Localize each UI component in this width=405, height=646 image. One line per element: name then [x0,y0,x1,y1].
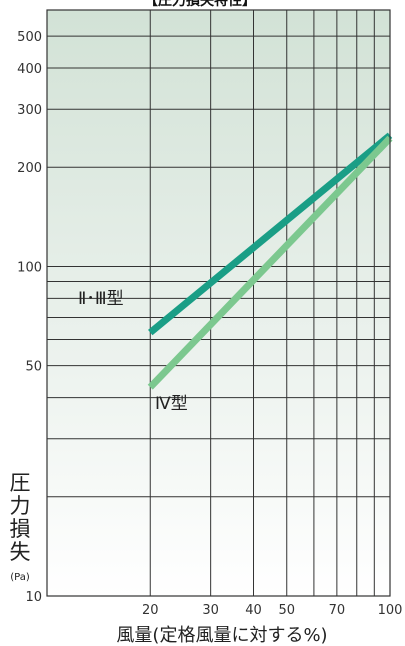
series-label-1: Ⅱ･Ⅲ型 [78,289,124,309]
series-lines [147,132,393,390]
series-line-2 [147,135,393,390]
x-axis-label: 風量(定格風量に対する%) [116,625,327,646]
y-tick-label-50: 50 [25,360,42,375]
chart-title: 【圧力損失特性】 [144,0,256,9]
x-tick-label-50: 50 [278,603,295,618]
y-tick-label-300: 300 [17,103,42,118]
y-axis-label-char-2: 力 [10,494,31,518]
y-tick-label-200: 200 [17,161,42,176]
plot-frame [46,9,391,597]
x-tick-label-70: 70 [329,603,346,618]
x-tick-labels: 20 30 40 50 70 100 [142,603,402,618]
series-label-2: Ⅳ型 [155,394,188,414]
y-tick-label-500: 500 [17,30,42,45]
y-tick-labels: 10 50 100 200 300 400 500 [17,30,42,605]
y-tick-label-10: 10 [25,590,42,605]
y-axis-label-char-4: 失 [10,540,31,564]
y-axis-label-char-3: 損 [10,517,31,541]
plot-background [47,10,390,596]
x-tick-label-30: 30 [202,603,219,618]
y-axis-label-char-1: 圧 [10,471,31,495]
y-tick-label-100: 100 [17,260,42,275]
series-line-1 [148,132,393,336]
x-tick-label-40: 40 [245,603,262,618]
y-tick-label-400: 400 [17,62,42,77]
y-axis-label: 圧力損失 [10,471,31,564]
series-labels: Ⅱ･Ⅲ型 Ⅳ型 [78,289,188,414]
y-axis-unit: (Pa) [10,572,30,583]
x-tick-label-100: 100 [378,603,403,618]
x-tick-label-20: 20 [142,603,159,618]
